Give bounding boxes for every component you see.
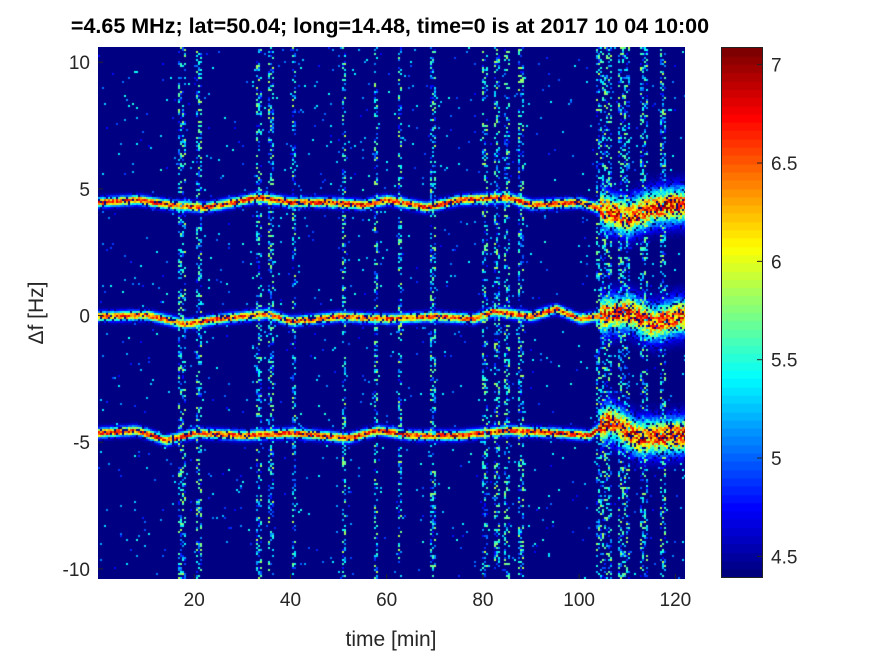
colorbar-tick-label: 5 bbox=[771, 449, 782, 470]
x-tick-label: 60 bbox=[376, 590, 397, 611]
x-tick-label: 40 bbox=[280, 590, 301, 611]
y-axis-label: Δf [Hz] bbox=[25, 281, 48, 344]
y-tick-label: 10 bbox=[69, 53, 90, 74]
colorbar-tick-label: 6.5 bbox=[771, 154, 797, 175]
spectrogram-heatmap bbox=[98, 47, 685, 579]
x-tick-label: 80 bbox=[472, 590, 493, 611]
colorbar-tick-label: 4.5 bbox=[771, 547, 797, 568]
x-tick-label: 120 bbox=[660, 590, 692, 611]
x-axis-label: time [min] bbox=[345, 628, 436, 651]
colorbar bbox=[721, 47, 763, 578]
colorbar-tick-label: 7 bbox=[771, 56, 782, 77]
colorbar-tick-label: 6 bbox=[771, 252, 782, 273]
x-tick-label: 20 bbox=[184, 590, 205, 611]
x-tick-label: 100 bbox=[563, 590, 595, 611]
y-tick-label: -5 bbox=[73, 433, 90, 454]
y-tick-label: 0 bbox=[79, 307, 90, 328]
y-tick-label: -10 bbox=[63, 560, 90, 581]
y-tick-label: 5 bbox=[79, 180, 90, 201]
chart-title: =4.65 MHz; lat=50.04; long=14.48, time=0… bbox=[70, 14, 710, 38]
colorbar-tick-label: 5.5 bbox=[771, 351, 797, 372]
